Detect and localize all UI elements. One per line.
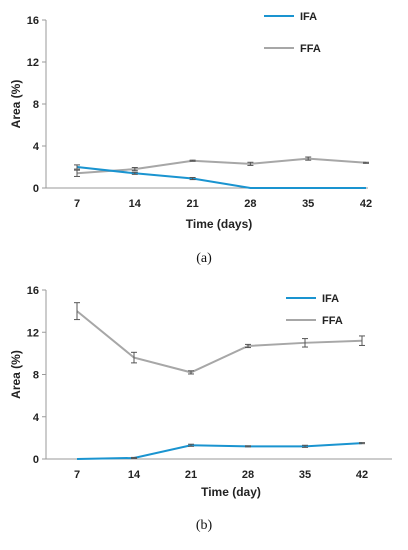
chart-a: 0 4 8 12 16 7 14 21 28 35 42 Time (days) Area (%) IFA…	[9, 11, 372, 266]
x-tick-label: 21	[186, 198, 198, 210]
series-line-ifa	[76, 166, 366, 189]
legend: IFA FFA	[286, 293, 343, 327]
x-tick-label: 35	[299, 469, 311, 481]
y-tick-label: 12	[27, 327, 39, 339]
x-tick-label: 21	[185, 469, 197, 481]
y-tick-label: 16	[27, 285, 39, 297]
x-tick-label: 28	[242, 469, 254, 481]
panel-caption: (b)	[196, 518, 213, 533]
x-tick-label: 42	[356, 469, 368, 481]
y-tick-label: 0	[33, 183, 39, 195]
x-axis-label: Time (days)	[186, 217, 252, 231]
x-tick-label: 7	[74, 198, 80, 210]
x-tick-label: 14	[128, 469, 141, 481]
series-line-ifa	[76, 442, 363, 460]
x-axis-label: Time (day)	[201, 485, 261, 499]
chart-b: 0 4 8 12 16 7 14 21 28 35 42 Time (day) Area (%) IFA F…	[9, 285, 392, 533]
x-tick-label: 28	[244, 198, 256, 210]
legend-label-ffa: FFA	[322, 315, 343, 327]
y-tick-label: 8	[33, 370, 39, 382]
legend-label-ifa: IFA	[322, 293, 339, 305]
x-tick-label: 35	[302, 198, 314, 210]
y-tick-label: 16	[27, 15, 39, 27]
series-line-ffa	[76, 310, 363, 374]
y-tick-label: 12	[27, 57, 39, 69]
y-tick-label: 8	[33, 99, 39, 111]
y-tick-label: 4	[33, 141, 40, 153]
legend-label-ffa: FFA	[300, 43, 321, 55]
series-line-ffa	[76, 157, 367, 175]
x-tick-label: 42	[360, 198, 372, 210]
y-axis-label: Area (%)	[9, 350, 23, 399]
x-tick-label: 7	[74, 469, 80, 481]
y-tick-label: 0	[33, 454, 39, 466]
panel-caption: (a)	[196, 251, 212, 266]
y-axis-label: Area (%)	[9, 80, 23, 129]
legend-label-ifa: IFA	[300, 11, 317, 23]
x-tick-label: 14	[129, 198, 142, 210]
legend: IFA FFA	[264, 11, 321, 55]
y-tick-label: 4	[33, 412, 40, 424]
